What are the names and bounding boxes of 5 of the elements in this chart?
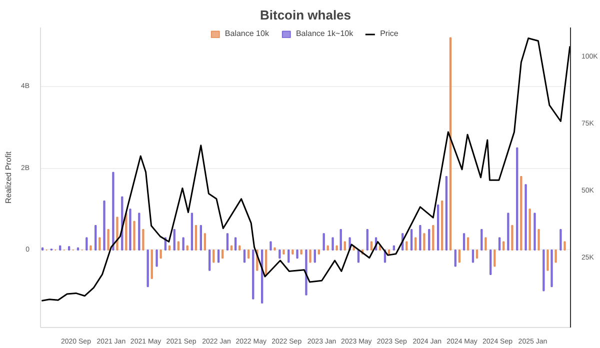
chart-title: Bitcoin whales xyxy=(260,8,352,22)
y-axis-title: Realized Profit xyxy=(4,150,13,204)
legend-label: Balance 1k~10k xyxy=(296,29,354,38)
legend-label: Balance 10k xyxy=(224,29,269,38)
legend-label: Price xyxy=(380,29,400,38)
